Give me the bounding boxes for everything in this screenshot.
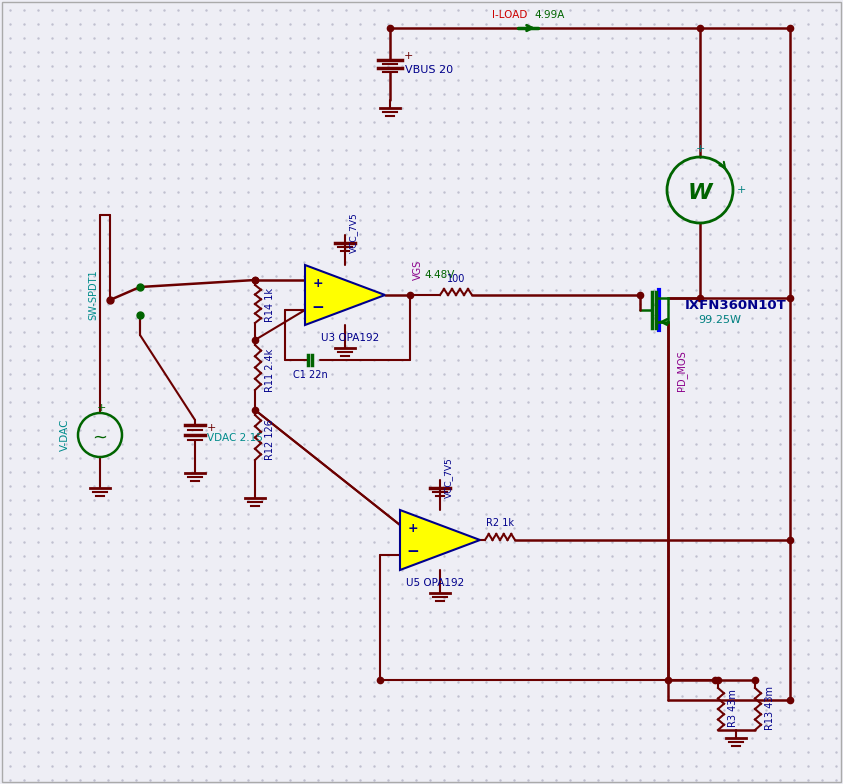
Text: SW-SPDT1: SW-SPDT1 <box>88 270 98 321</box>
Text: 100: 100 <box>447 274 465 284</box>
Text: PD_MOS: PD_MOS <box>676 350 687 390</box>
Text: +: + <box>96 403 105 413</box>
Polygon shape <box>400 510 480 570</box>
Text: I-LOAD: I-LOAD <box>492 10 528 20</box>
Text: U3 OPA192: U3 OPA192 <box>321 333 379 343</box>
Text: C1 22n: C1 22n <box>293 370 327 380</box>
Text: R13 43m: R13 43m <box>765 686 775 730</box>
Text: VBUS 20: VBUS 20 <box>405 65 454 75</box>
Text: R11 2.4k: R11 2.4k <box>265 348 275 392</box>
Text: 4.48V: 4.48V <box>424 270 454 280</box>
Text: ~: ~ <box>93 429 108 447</box>
Text: R12 126: R12 126 <box>265 419 275 460</box>
Text: R3 43m: R3 43m <box>728 689 738 727</box>
Text: VDAC 2.15: VDAC 2.15 <box>207 433 263 443</box>
Text: VCC_7V5: VCC_7V5 <box>444 458 453 499</box>
Text: W: W <box>688 183 712 203</box>
Text: +: + <box>736 185 746 195</box>
Text: 4.99A: 4.99A <box>534 10 565 20</box>
Text: VGS: VGS <box>413 260 423 280</box>
Text: +: + <box>207 423 217 433</box>
Text: IXFN360N10T: IXFN360N10T <box>685 299 787 311</box>
Text: V-DAC: V-DAC <box>60 419 70 452</box>
Text: 99.25W: 99.25W <box>698 315 741 325</box>
Text: R2 1k: R2 1k <box>486 518 514 528</box>
Text: +: + <box>695 144 705 154</box>
Text: −: − <box>312 299 325 314</box>
Text: VCC_7V5: VCC_7V5 <box>349 212 358 253</box>
Text: +: + <box>408 521 418 535</box>
Text: −: − <box>406 545 419 560</box>
Text: +: + <box>313 277 324 289</box>
Text: R14 1k: R14 1k <box>265 288 275 322</box>
Polygon shape <box>305 265 385 325</box>
Text: U5 OPA192: U5 OPA192 <box>405 578 464 588</box>
Text: +: + <box>404 51 413 61</box>
